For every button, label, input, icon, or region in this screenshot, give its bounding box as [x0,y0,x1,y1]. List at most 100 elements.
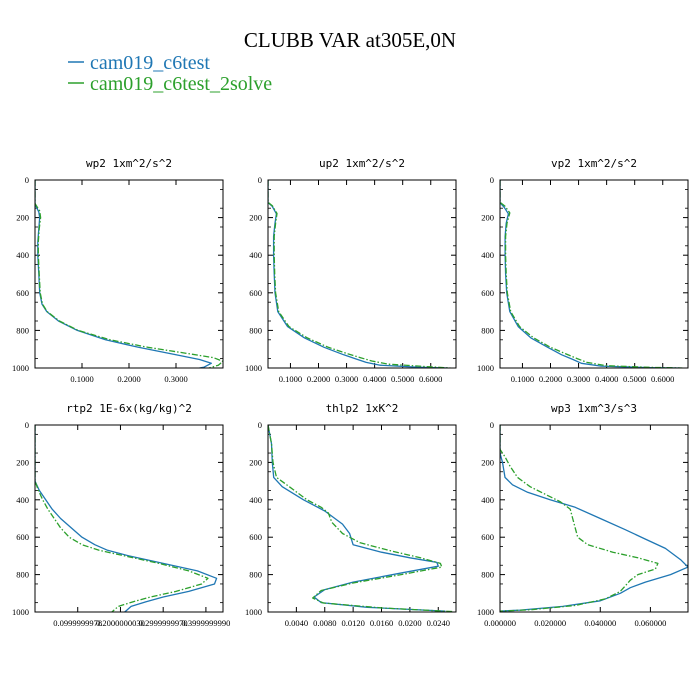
x-tick-label: 0.6000 [651,374,674,384]
y-tick-label: 1000 [477,607,494,617]
series-line-2 [500,180,683,368]
panel-5: thlp2 1xK^2 0 200 400 600 800 1000 0.0040 0.0080… [245,402,457,628]
y-tick-label: 0 [490,175,494,185]
y-tick-label: 0 [25,175,29,185]
panel-title: wp3 1xm^3/s^3 [551,402,637,415]
y-tick-label: 400 [481,250,494,260]
x-tick-label: 0.0240 [427,618,450,628]
y-tick-label: 0 [258,420,262,430]
y-tick-label: 600 [481,532,494,542]
panel-title: vp2 1xm^2/s^2 [551,157,637,170]
figure-title: CLUBB VAR at305E,0N [244,28,456,52]
y-tick-label: 400 [249,495,262,505]
x-tick-label: 0.2999999970 [139,618,188,628]
y-tick-label: 1000 [12,607,29,617]
x-tick-label: 0.0200 [398,618,421,628]
x-tick-label: 0.1000 [70,374,93,384]
x-tick-label: 0.3999999990 [181,618,230,628]
y-tick-label: 600 [249,532,262,542]
plot-frame [34,424,224,613]
x-tick-label: 0.0160 [370,618,393,628]
x-tick-label: 0.1000 [511,374,534,384]
x-tick-label: 0.0080 [313,618,336,628]
y-tick-label: 1000 [477,363,494,373]
y-tick-label: 600 [16,288,29,298]
legend-label-series-1: cam019_c6test [90,52,210,74]
x-tick-label: 0.040000 [584,618,616,628]
panel-3: vp2 1xm^2/s^2 0 200 400 600 800 1000 0.1000 0.20… [477,157,689,384]
y-tick-label: 800 [481,570,494,580]
y-tick-label: 200 [481,213,494,223]
plot-frame [499,179,689,369]
y-tick-label: 1000 [245,607,262,617]
x-tick-label: 0.3000 [164,374,187,384]
y-tick-label: 800 [16,325,29,335]
panel-title: up2 1xm^2/s^2 [319,157,405,170]
series-line-1 [500,180,680,368]
y-tick-label: 600 [481,288,494,298]
y-tick-label: 200 [481,457,494,467]
panel-title: rtp2 1E-6x(kg/kg)^2 [66,402,192,415]
series-line-2 [35,180,223,368]
panel-2: up2 1xm^2/s^2 0 200 400 600 800 1000 0.1000 0.20… [245,157,457,384]
legend: cam019_c6test cam019_c6test_2solve [68,52,272,95]
panel-title: thlp2 1xK^2 [326,402,399,415]
y-tick-label: 1000 [12,363,29,373]
y-tick-label: 400 [16,495,29,505]
y-tick-label: 200 [16,457,29,467]
y-tick-label: 400 [481,495,494,505]
series-line-2 [35,425,209,612]
y-tick-label: 200 [249,457,262,467]
x-tick-label: 0.0120 [341,618,364,628]
y-tick-label: 600 [16,532,29,542]
x-tick-label: 0.2000000030 [96,618,145,628]
panel-1: wp2 1xm^2/s^2 0 200 400 600 800 1000 0.1000 0.20… [12,157,224,384]
x-tick-label: 0.2000 [539,374,562,384]
panel-4: rtp2 1E-6x(kg/kg)^2 0 200 400 600 800 1000 0.09… [12,402,230,628]
series-line-1 [268,180,448,368]
panel-title: wp2 1xm^2/s^2 [86,157,172,170]
y-tick-label: 400 [249,250,262,260]
y-tick-label: 800 [481,325,494,335]
x-tick-label: 0.060000 [634,618,666,628]
x-tick-label: 0.3000 [567,374,590,384]
series-line-1 [500,425,688,612]
y-tick-label: 1000 [245,363,262,373]
y-tick-label: 600 [249,288,262,298]
series-line-2 [268,180,451,368]
series-line-2 [500,425,659,612]
y-tick-label: 0 [25,420,29,430]
x-tick-label: 0.3000 [335,374,358,384]
series-line-1 [35,180,212,368]
y-tick-label: 800 [16,570,29,580]
x-tick-label: 0.6000 [419,374,442,384]
y-tick-label: 0 [258,175,262,185]
series-line-1 [268,425,446,612]
panels: wp2 1xm^2/s^2 0 200 400 600 800 1000 0.1000 0.20… [12,157,689,628]
x-tick-label: 0.2000 [117,374,140,384]
y-tick-label: 200 [16,213,29,223]
x-tick-label: 0.1000 [279,374,302,384]
plot-frame [267,424,457,613]
plot-frame [34,179,224,369]
y-tick-label: 200 [249,213,262,223]
legend-label-series-2: cam019_c6test_2solve [90,73,272,95]
y-tick-label: 400 [16,250,29,260]
x-tick-label: 0.4000 [363,374,386,384]
x-tick-label: 0.5000 [391,374,414,384]
series-line-1 [35,425,218,612]
x-tick-label: 0.000000 [484,618,516,628]
x-tick-label: 0.4000 [595,374,618,384]
series-line-2 [268,425,453,612]
x-tick-label: 0.0040 [285,618,308,628]
x-tick-label: 0.2000 [307,374,330,384]
plot-frame [499,424,689,613]
y-tick-label: 0 [490,420,494,430]
x-tick-label: 0.0999999978 [53,618,102,628]
x-tick-label: 0.020000 [534,618,566,628]
y-tick-label: 800 [249,325,262,335]
y-tick-label: 800 [249,570,262,580]
plot-frame [267,179,457,369]
